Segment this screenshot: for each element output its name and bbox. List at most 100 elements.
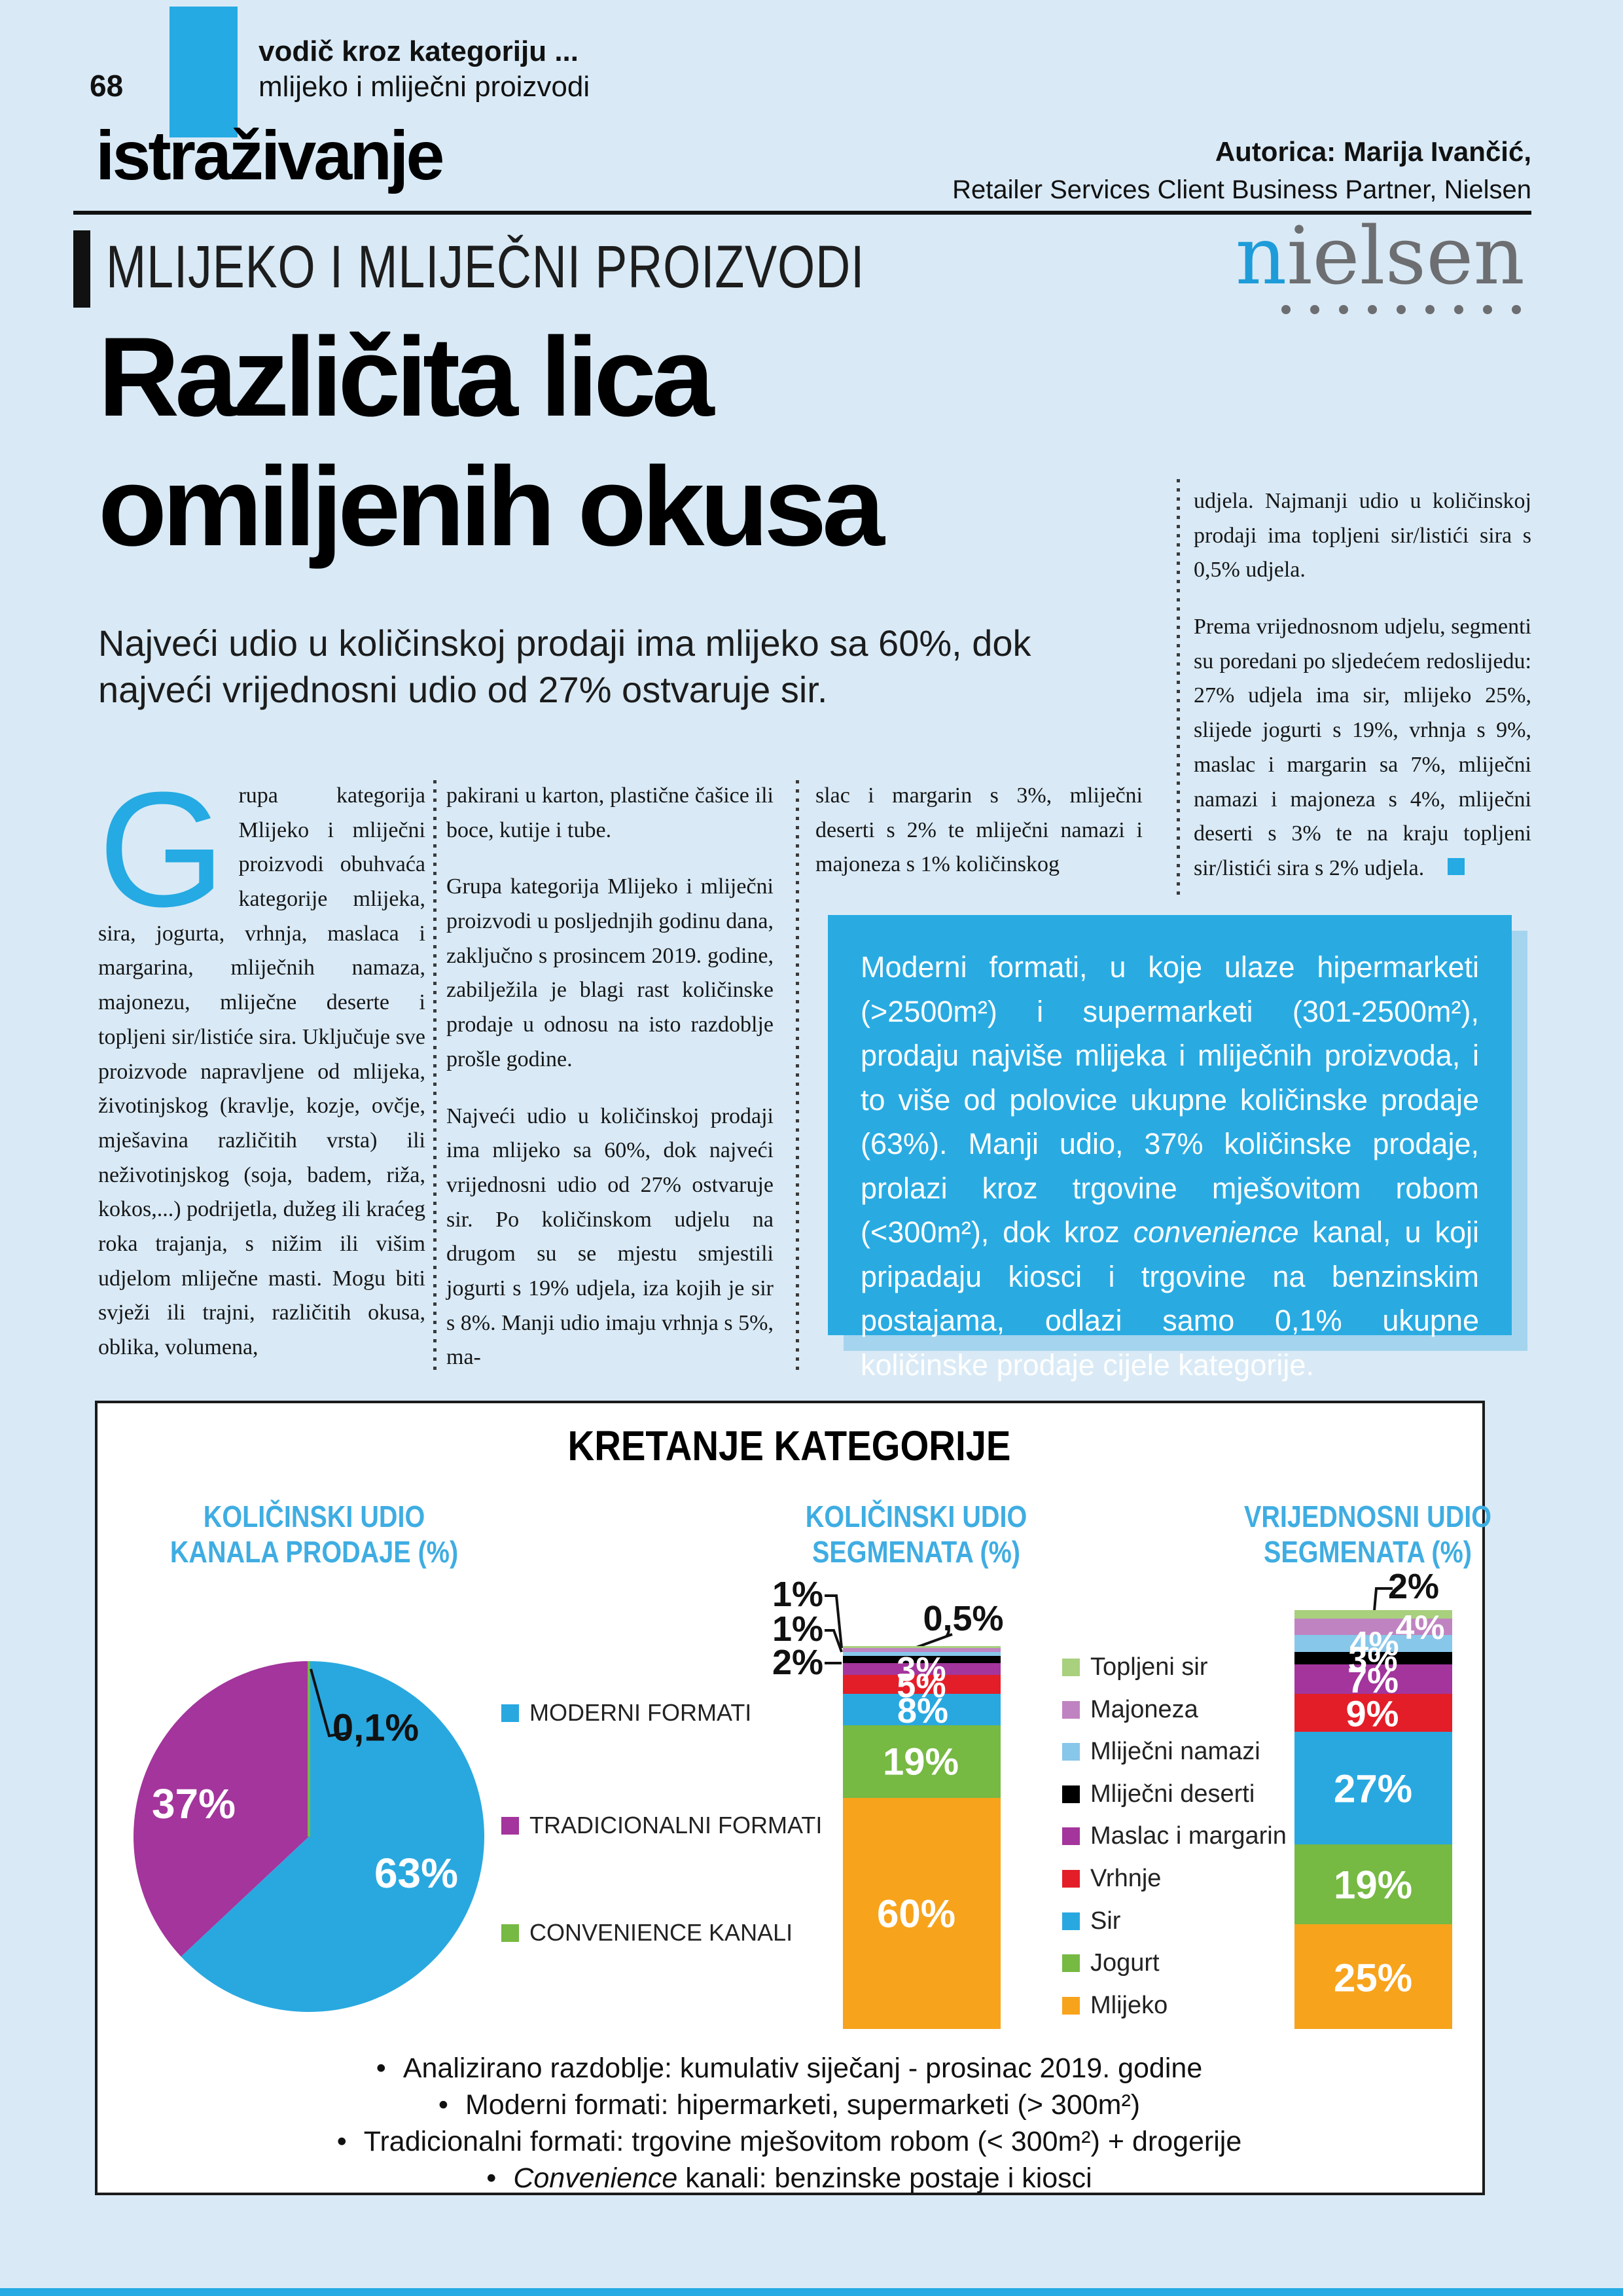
legend-swatch bbox=[1062, 1870, 1080, 1888]
volume-bar-value-label: 3% bbox=[897, 1651, 946, 1689]
end-mark bbox=[1448, 857, 1465, 875]
value-bar-segment bbox=[1294, 1618, 1452, 1636]
pie-value-label: 37% bbox=[151, 1780, 236, 1827]
volume-bar-value-label: 2% bbox=[772, 1643, 823, 1682]
pie-chart-title: KOLIČINSKI UDIO KANALA PRODAJE (%) bbox=[170, 1499, 458, 1570]
value-bar-segment bbox=[1294, 1924, 1452, 2029]
volume-bar-value-label: 60% bbox=[876, 1892, 956, 1936]
kicker-line2: mlijeko i mliječni proizvodi bbox=[259, 70, 590, 103]
value-bar-segment bbox=[1294, 1664, 1452, 1694]
volume-bar-value-label: 8% bbox=[897, 1691, 949, 1731]
value-bar-value-label: 3% bbox=[1348, 1641, 1398, 1679]
nielsen-dots bbox=[1236, 305, 1521, 314]
callout-text-2: kanal, u koji pripadaju kiosci i trgovin… bbox=[861, 1215, 1479, 1382]
legend-label: Topljeni sir bbox=[1090, 1653, 1208, 1681]
callout-text: Moderni formati, u koje ulaze hipermarke… bbox=[861, 945, 1479, 1387]
pie-title-line1: KOLIČINSKI UDIO bbox=[203, 1499, 425, 1534]
category-heading: MLIJEKO I MLIJEČNI PROIZVODI bbox=[106, 234, 865, 300]
value-bar-segment bbox=[1294, 1844, 1452, 1924]
legend-swatch bbox=[1062, 1700, 1080, 1719]
volume-bar-segment bbox=[843, 1651, 1001, 1656]
kicker: vodič kroz kategoriju ... mlijeko i mlij… bbox=[259, 34, 590, 104]
legend-swatch bbox=[1062, 1659, 1080, 1676]
column-divider-2 bbox=[796, 780, 799, 1372]
segment-legend-item: Topljeni sir bbox=[1062, 1653, 1208, 1681]
pie-legend-item: MODERNI FORMATI bbox=[501, 1699, 751, 1727]
chart-footnote: • Tradicionalni formati: trgovine mješovi… bbox=[337, 2126, 1242, 2158]
legend-swatch bbox=[1062, 1785, 1080, 1803]
value-bar-value-label: 4% bbox=[1349, 1625, 1399, 1663]
author-name: Autorica: Marija Ivančić, bbox=[1215, 136, 1531, 167]
value-bar-segment bbox=[1294, 1731, 1452, 1845]
legend-swatch bbox=[1062, 1954, 1080, 1973]
volume-bar-segment bbox=[843, 1725, 1001, 1799]
value-bar-value-label: 19% bbox=[1333, 1863, 1413, 1907]
column3-text: slac i margarin s 3%, mliječni deserti s… bbox=[815, 783, 1143, 877]
pie-legend-item: TRADICIONALNI FORMATI bbox=[501, 1812, 822, 1839]
legend-swatch bbox=[1062, 1912, 1080, 1930]
body-column-2: pakirani u karton, plastične čašice ili … bbox=[446, 779, 774, 1397]
author-block: Autorica: Marija Ivančić, Retailer Servi… bbox=[952, 136, 1531, 205]
chart-footnote: • Convenience kanali: benzinske postaje i… bbox=[486, 2162, 1092, 2195]
nielsen-n: n bbox=[1235, 209, 1287, 302]
legend-label: Majoneza bbox=[1090, 1695, 1198, 1723]
chart-footnote: • Moderni formati: hipermarketi, supermar… bbox=[438, 2089, 1140, 2121]
volume-bar-segment bbox=[843, 1663, 1001, 1676]
segment-legend-item: Vrhnje bbox=[1062, 1865, 1161, 1893]
column1-text: rupa kategorija Mlijeko i mliječni proiz… bbox=[98, 783, 425, 1359]
legend-label: Mlijeko bbox=[1090, 1991, 1168, 2019]
legend-swatch bbox=[1062, 1996, 1080, 2015]
volume-bar-segment bbox=[843, 1694, 1001, 1725]
legend-swatch bbox=[1062, 1827, 1080, 1846]
kicker-line1: vodič kroz kategoriju ... bbox=[259, 35, 579, 67]
legend-label: CONVENIENCE KANALI bbox=[529, 1919, 793, 1946]
callout-box: Moderni formati, u koje ulaze hipermarke… bbox=[828, 915, 1512, 1382]
value-bar-title: VRIJEDNOSNI UDIO SEGMENATA (%) bbox=[1244, 1499, 1491, 1570]
segment-legend-item: Mliječni namazi bbox=[1062, 1738, 1260, 1766]
column2-paragraph1: pakirani u karton, plastične čašice ili … bbox=[446, 783, 774, 842]
pie-value-label: 0,1% bbox=[332, 1706, 419, 1749]
legend-label: Vrhnje bbox=[1090, 1865, 1162, 1892]
volume-bar-segment bbox=[843, 1798, 1001, 2029]
segment-legend-item: Mliječni deserti bbox=[1062, 1780, 1255, 1808]
bullet-icon: • bbox=[438, 2089, 448, 2121]
footnote-text: Analizirano razdoblje: kumulativ siječan… bbox=[402, 2053, 1203, 2084]
nielsen-logo: nielsen bbox=[1236, 216, 1525, 314]
value-bar-segment bbox=[1294, 1652, 1452, 1665]
volume-bar-title: KOLIČINSKI UDIO SEGMENATA (%) bbox=[806, 1499, 1027, 1570]
nielsen-wordmark: nielsen bbox=[1236, 216, 1525, 296]
segment-legend-item: Jogurt bbox=[1062, 1949, 1160, 1977]
nielsen-dot bbox=[1397, 305, 1406, 314]
header-rule bbox=[73, 211, 1531, 215]
volume-bar-title-line2: SEGMENATA (%) bbox=[812, 1535, 1020, 1570]
chart-footnote: • Analizirano razdoblje: kumulativ siječa… bbox=[376, 2053, 1202, 2085]
volume-bar-segment bbox=[843, 1646, 1001, 1648]
column2-paragraph2: Grupa kategorija Mlijeko i mliječni proi… bbox=[446, 874, 774, 1071]
footnote-italic: Convenience bbox=[513, 2162, 678, 2194]
bullet-icon: • bbox=[486, 2162, 497, 2194]
value-bar-segment bbox=[1294, 1635, 1452, 1652]
legend-label: MODERNI FORMATI bbox=[529, 1699, 752, 1726]
pie-title-line2: KANALA PRODAJE (%) bbox=[169, 1535, 459, 1570]
column4-paragraph1: udjela. Najmanji udio u količinskoj prod… bbox=[1194, 489, 1531, 583]
legend-swatch bbox=[501, 1816, 519, 1835]
legend-label: Sir bbox=[1090, 1907, 1121, 1935]
section-title: istraživanje bbox=[96, 117, 444, 194]
pie-value-label: 63% bbox=[374, 1850, 459, 1897]
article-title-line2: omiljenih okusa bbox=[98, 444, 885, 569]
value-bar-segment bbox=[1294, 1694, 1452, 1732]
column-divider-3 bbox=[1177, 479, 1180, 897]
volume-bar-segment bbox=[843, 1655, 1001, 1664]
legend-label: Mliječni deserti bbox=[1090, 1780, 1255, 1808]
bullet-icon: • bbox=[376, 2053, 386, 2084]
value-bar-value-label: 7% bbox=[1347, 1661, 1399, 1700]
page-footer-strip bbox=[0, 2288, 1623, 2296]
nielsen-dot bbox=[1483, 305, 1492, 314]
nielsen-dot bbox=[1339, 305, 1348, 314]
column4-paragraph2-text: Prema vrijednosnom udjelu, segmenti su p… bbox=[1194, 615, 1531, 880]
body-column-4: udjela. Najmanji udio u količinskoj prod… bbox=[1194, 484, 1531, 908]
nielsen-rest: ielsen bbox=[1287, 209, 1525, 302]
legend-label: Maslac i margarin bbox=[1090, 1822, 1287, 1850]
